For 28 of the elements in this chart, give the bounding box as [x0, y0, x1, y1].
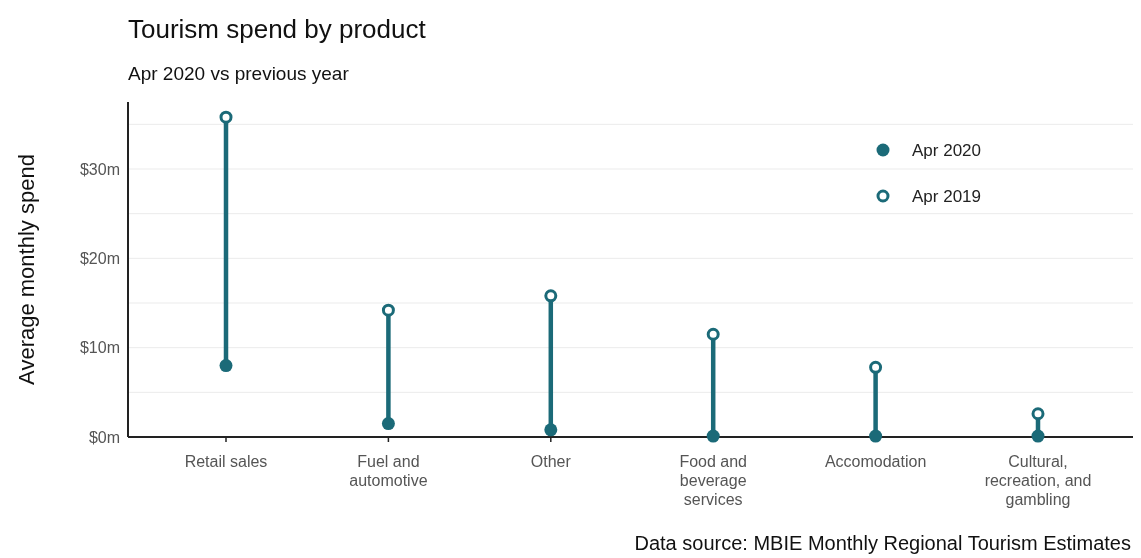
point: [219, 110, 233, 124]
source-note: Data source: MBIE Monthly Regional Tourism Estimates: [634, 532, 1131, 554]
chart-title: Tourism spend by product: [128, 14, 427, 44]
legend-label: Apr 2020: [912, 140, 981, 160]
y-tick-label: $30m: [79, 160, 120, 178]
point: [544, 423, 558, 437]
x-tick-label: Other: [530, 453, 572, 470]
point: [869, 360, 883, 374]
point: [381, 417, 395, 431]
point: [706, 429, 720, 443]
point: [1031, 429, 1045, 443]
y-axis-title: Average monthly spend: [14, 154, 39, 385]
point: [1031, 407, 1045, 421]
point: [706, 327, 720, 341]
y-tick-label: $10m: [79, 339, 120, 357]
point: [869, 429, 883, 443]
x-tick-label: Food and beverage services: [679, 453, 747, 508]
y-tick-label: $0m: [88, 428, 120, 446]
x-tick-label: Fuel and automotive: [349, 453, 428, 489]
point: [219, 359, 233, 373]
x-tick-label: Cultural, recreation, and gambling: [984, 453, 1092, 508]
legend-label: Apr 2019: [912, 186, 981, 206]
point: [544, 289, 558, 303]
y-tick-label: $20m: [79, 249, 120, 267]
chart-subtitle: Apr 2020 vs previous year: [128, 63, 350, 84]
x-tick-label: Retail sales: [184, 453, 268, 470]
x-tick-label: Accomodation: [824, 453, 927, 470]
point: [381, 303, 395, 317]
